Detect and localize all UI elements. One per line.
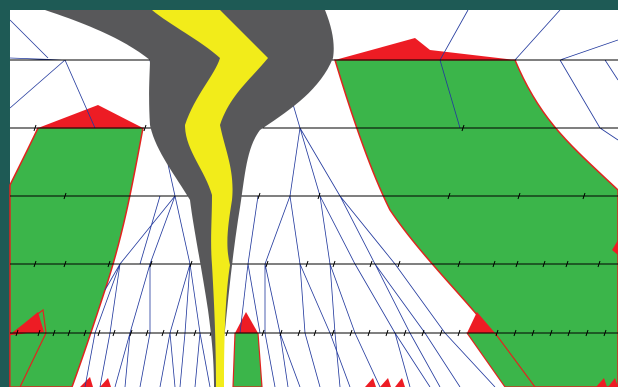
red-marker [365, 378, 376, 387]
red-marker [380, 378, 391, 387]
red-marker [612, 240, 618, 255]
road-yellow [152, 10, 268, 387]
red-cap-bottom-right [467, 312, 495, 333]
road-dark [45, 10, 334, 387]
diagram-content [9, 9, 618, 387]
mesh-lines [9, 9, 618, 387]
red-cap-right [335, 38, 515, 60]
red-cap-left [38, 105, 143, 128]
green-region-bottom-center [232, 332, 263, 387]
tick-marks [15, 124, 607, 337]
red-marker [395, 378, 405, 387]
red-marker [596, 378, 607, 387]
red-marker [80, 377, 93, 387]
red-marker [608, 378, 618, 387]
red-marker [100, 378, 111, 387]
red-cap-bottom-left [10, 312, 44, 335]
